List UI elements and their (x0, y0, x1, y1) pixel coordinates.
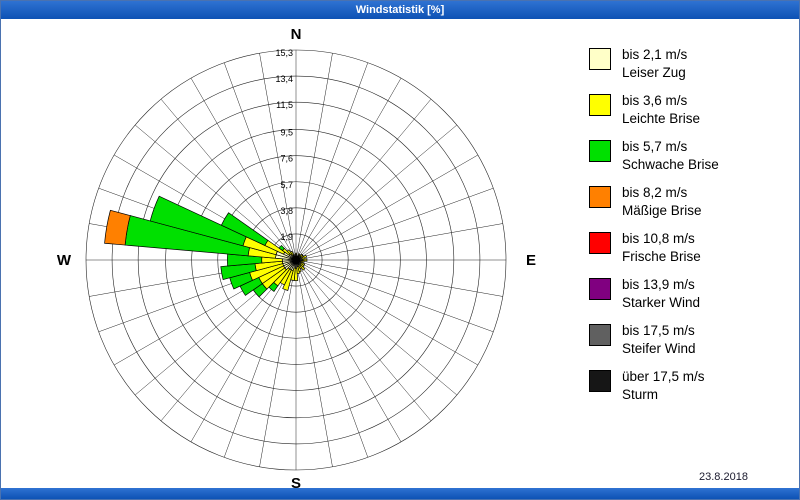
window-titlebar[interactable]: Windstatistik [%] (1, 1, 799, 19)
grid-spoke (295, 78, 402, 261)
legend-speed-label: bis 2,1 m/s (622, 47, 688, 62)
legend-swatch (589, 278, 611, 300)
grid-spoke (295, 53, 333, 261)
legend-class-name: Leichte Brise (622, 111, 701, 126)
legend-class-name: Frische Brise (622, 249, 701, 264)
grid-spoke (190, 78, 297, 261)
legend-class-name: Sturm (622, 387, 659, 402)
legend-item: bis 17,5 m/s Steifer Wind (589, 322, 789, 358)
bottom-bar (1, 488, 799, 499)
grid-spoke (223, 259, 297, 458)
ring-label: 11,5 (276, 100, 293, 110)
legend-speed-label: bis 13,9 m/s (622, 277, 695, 292)
legend-swatch (589, 232, 611, 254)
grid-ring (85, 49, 507, 471)
grid-spoke (259, 53, 297, 261)
windrose-chart: 1,9 3,8 5,7 7,6 9,5 11,5 13,4 15,3 N S W E (57, 26, 536, 490)
legend-swatch (589, 370, 611, 392)
legend: bis 2,1 m/s Leiser Zug bis 3,6 m/s Leich… (589, 46, 789, 414)
grid-spoke (295, 223, 503, 261)
legend-swatch (589, 186, 611, 208)
grid-spoke (295, 259, 494, 333)
grid-spoke (134, 124, 297, 261)
grid-spoke (223, 62, 297, 261)
wind-sector (294, 255, 297, 261)
ring-label: 3,8 (280, 206, 293, 216)
legend-item: bis 2,1 m/s Leiser Zug (589, 46, 789, 82)
ring-label: 7,6 (280, 154, 293, 164)
ring-label: 9,5 (280, 128, 293, 138)
grid-spoke (160, 98, 297, 261)
grid-spoke (295, 259, 478, 366)
grid-ring (165, 129, 427, 391)
grid-spoke (259, 259, 297, 467)
ring-label: 5,7 (280, 180, 293, 190)
legend-speed-label: bis 3,6 m/s (622, 93, 688, 108)
legend-swatch (589, 324, 611, 346)
compass-s-label: S (291, 475, 301, 490)
grid-spoke (295, 259, 458, 396)
ring-label: 13,4 (275, 74, 293, 84)
legend-class-name: Starker Wind (622, 295, 701, 310)
grid-spoke (295, 259, 503, 297)
grid-spoke (295, 154, 478, 261)
grid-ring (191, 155, 401, 365)
legend-class-name: Steifer Wind (622, 341, 696, 356)
grid-spoke (295, 62, 369, 261)
legend-item: bis 10,8 m/s Frische Brise (589, 230, 789, 266)
grid-ring (111, 75, 481, 445)
grid-spoke (295, 259, 402, 442)
wind-sector (220, 212, 269, 246)
grid-ring (217, 181, 375, 339)
grid-spoke (295, 98, 432, 261)
legend-speed-label: bis 8,2 m/s (622, 185, 688, 200)
ring-label: 1,9 (280, 232, 293, 242)
grid-spoke (295, 259, 369, 458)
legend-swatch (589, 140, 611, 162)
ring-label: 15,3 (275, 48, 293, 58)
compass-e-label: E (526, 252, 536, 269)
legend-swatch (589, 48, 611, 70)
compass-w-label: W (57, 252, 72, 269)
grid-ring (137, 101, 455, 419)
compass-n-label: N (291, 26, 302, 43)
legend-speed-label: bis 17,5 m/s (622, 323, 695, 338)
legend-speed-label: bis 10,8 m/s (622, 231, 695, 246)
legend-item: bis 13,9 m/s Starker Wind (589, 276, 789, 312)
legend-speed-label: über 17,5 m/s (622, 369, 705, 384)
legend-item: bis 5,7 m/s Schwache Brise (589, 138, 789, 174)
legend-speed-label: bis 5,7 m/s (622, 139, 688, 154)
legend-class-name: Leiser Zug (622, 65, 686, 80)
grid-spoke (295, 187, 494, 261)
legend-item: über 17,5 m/s Sturm (589, 368, 789, 404)
wind-sector (278, 244, 285, 252)
grid-spoke (190, 259, 297, 442)
chart-date: 23.8.2018 (699, 471, 748, 483)
wind-sector (104, 209, 131, 246)
legend-class-name: Schwache Brise (622, 157, 719, 172)
legend-class-name: Mäßige Brise (622, 203, 702, 218)
wind-sector (295, 252, 297, 255)
legend-swatch (589, 94, 611, 116)
legend-item: bis 3,6 m/s Leichte Brise (589, 92, 789, 128)
grid-spoke (295, 259, 333, 467)
grid-spoke (295, 124, 458, 261)
legend-item: bis 8,2 m/s Mäßige Brise (589, 184, 789, 220)
grid-spoke (295, 259, 432, 422)
window-title: Windstatistik [%] (355, 4, 445, 16)
